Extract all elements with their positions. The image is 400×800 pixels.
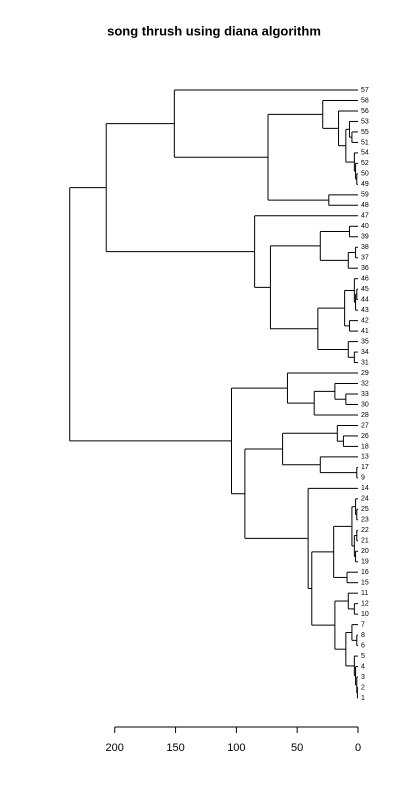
leaf-label: 39 bbox=[361, 234, 369, 241]
leaf-label: 36 bbox=[361, 265, 369, 272]
leaf-label: 12 bbox=[361, 600, 369, 607]
leaf-label: 51 bbox=[361, 139, 369, 146]
x-tick-label: 50 bbox=[291, 742, 303, 754]
leaf-label: 59 bbox=[361, 192, 369, 199]
leaf-label: 25 bbox=[361, 506, 369, 513]
leaf-label: 19 bbox=[361, 559, 369, 566]
leaf-label: 29 bbox=[361, 370, 369, 377]
leaf-label: 9 bbox=[361, 475, 365, 482]
chart-title: song thrush using diana algorithm bbox=[107, 23, 321, 38]
leaf-label: 40 bbox=[361, 223, 369, 230]
leaf-label: 24 bbox=[361, 496, 369, 503]
leaf-label: 33 bbox=[361, 391, 369, 398]
leaf-label: 49 bbox=[361, 181, 369, 188]
leaf-label: 22 bbox=[361, 527, 369, 534]
leaf-label: 46 bbox=[361, 276, 369, 283]
leaf-label: 52 bbox=[361, 160, 369, 167]
leaf-label: 58 bbox=[361, 97, 369, 104]
leaf-label: 1 bbox=[361, 695, 365, 702]
leaf-label: 42 bbox=[361, 317, 369, 324]
leaf-label: 43 bbox=[361, 307, 369, 314]
leaf-label: 41 bbox=[361, 328, 369, 335]
leaf-label: 11 bbox=[361, 590, 368, 597]
leaf-label: 45 bbox=[361, 286, 369, 293]
leaf-label: 6 bbox=[361, 642, 365, 649]
leaf-label: 57 bbox=[361, 87, 369, 94]
leaf-label: 53 bbox=[361, 118, 369, 125]
leaf-label: 28 bbox=[361, 412, 369, 419]
leaf-label: 3 bbox=[361, 674, 365, 681]
x-tick-label: 150 bbox=[166, 742, 184, 754]
leaf-label: 4 bbox=[361, 663, 365, 670]
leaf-label: 56 bbox=[361, 108, 369, 115]
leaf-label: 44 bbox=[361, 296, 369, 303]
leaf-label: 34 bbox=[361, 349, 369, 356]
leaf-label: 21 bbox=[361, 538, 369, 545]
leaf-label: 2 bbox=[361, 684, 365, 691]
leaf-label: 38 bbox=[361, 244, 369, 251]
leaf-label: 7 bbox=[361, 621, 365, 628]
leaf-label: 55 bbox=[361, 129, 369, 136]
leaf-label: 23 bbox=[361, 517, 369, 524]
leaf-label: 14 bbox=[361, 485, 369, 492]
leaf-label: 35 bbox=[361, 338, 369, 345]
leaf-label: 30 bbox=[361, 401, 369, 408]
x-tick-label: 100 bbox=[227, 742, 245, 754]
leaf-label: 16 bbox=[361, 569, 369, 576]
leaf-label: 32 bbox=[361, 380, 369, 387]
leaf-label: 20 bbox=[361, 548, 369, 555]
leaf-label: 18 bbox=[361, 443, 369, 450]
leaf-label: 27 bbox=[361, 422, 369, 429]
leaf-label: 54 bbox=[361, 150, 369, 157]
leaf-label: 48 bbox=[361, 202, 369, 209]
leaf-label: 15 bbox=[361, 580, 369, 587]
leaf-label: 50 bbox=[361, 171, 369, 178]
leaf-label: 17 bbox=[361, 464, 369, 471]
x-tick-label: 200 bbox=[106, 742, 124, 754]
leaf-label: 13 bbox=[361, 454, 369, 461]
x-tick-label: 0 bbox=[355, 742, 361, 754]
leaf-label: 10 bbox=[361, 611, 369, 618]
leaf-label: 37 bbox=[361, 255, 369, 262]
leaf-label: 5 bbox=[361, 653, 365, 660]
leaf-label: 31 bbox=[361, 359, 369, 366]
leaf-label: 8 bbox=[361, 632, 365, 639]
leaf-label: 47 bbox=[361, 213, 369, 220]
leaf-label: 26 bbox=[361, 433, 369, 440]
